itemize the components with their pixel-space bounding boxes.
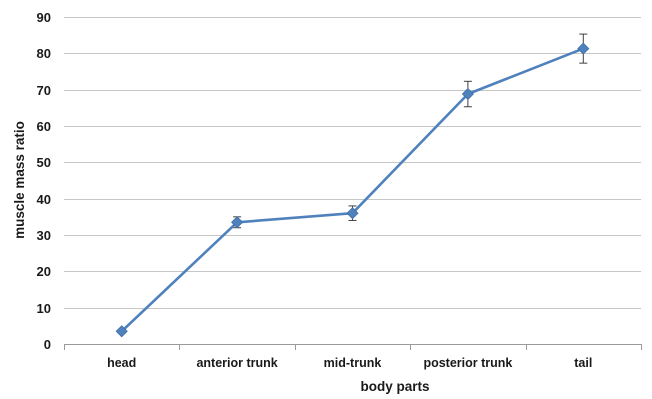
x-tick-label: tail (574, 356, 592, 370)
y-tick-label: 70 (37, 83, 51, 98)
gridlines (64, 17, 641, 345)
y-tick-label: 90 (37, 10, 51, 25)
y-axis-ticks: 0 10 20 30 40 50 60 70 80 90 (37, 10, 51, 352)
error-bars (117, 33, 588, 334)
data-point-posterior-trunk (461, 87, 474, 101)
y-tick-label: 20 (37, 264, 51, 279)
x-axis (64, 344, 642, 350)
y-axis-label: muscle mass ratio (12, 121, 27, 239)
y-tick-label: 80 (37, 46, 51, 61)
x-axis-label: body parts (360, 379, 429, 394)
x-tick-label: mid-trunk (324, 356, 382, 370)
y-tick-label: 30 (37, 228, 51, 243)
data-markers (115, 42, 590, 338)
y-tick-label: 10 (37, 301, 51, 316)
data-point-anterior-trunk (231, 216, 244, 229)
y-tick-label: 50 (37, 155, 51, 170)
x-axis-ticks: head anterior trunk mid-trunk posterior tru… (107, 356, 592, 370)
x-tick-label: posterior trunk (423, 356, 512, 370)
y-tick-label: 0 (44, 337, 51, 352)
data-point-head (115, 325, 128, 338)
x-tick-label: anterior trunk (196, 356, 277, 370)
x-tick-label: head (107, 356, 136, 370)
data-point-mid-trunk (346, 207, 359, 220)
series-line (120, 47, 584, 333)
data-point-tail (577, 42, 590, 55)
y-tick-label: 60 (37, 119, 51, 134)
y-tick-label: 40 (37, 192, 51, 207)
series-polyline (120, 47, 584, 333)
